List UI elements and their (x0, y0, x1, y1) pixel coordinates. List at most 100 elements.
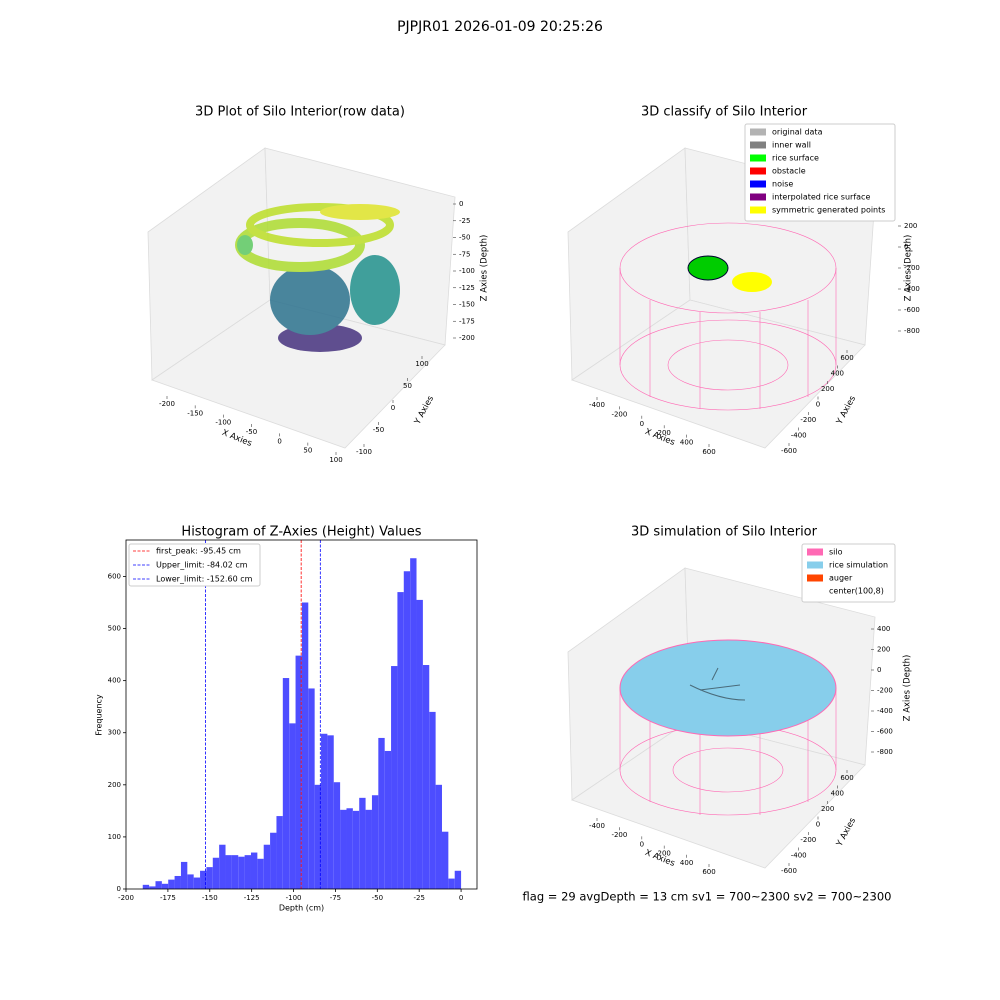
bar (403, 571, 411, 889)
bar (371, 795, 379, 889)
bar (161, 883, 169, 889)
legend-label: center(100,8) (829, 587, 884, 596)
z-tick-label: -25 (459, 217, 470, 225)
y-tick-label: -400 (791, 852, 807, 860)
legend-swatch (750, 167, 766, 175)
y-tick-label: 600 (840, 354, 853, 362)
y-tick-label: 400 (831, 370, 844, 378)
z-axis-label: Z Axies (Depth) (903, 655, 913, 722)
y-tick-label: 0 (391, 404, 395, 412)
y-tick-label: 200 (821, 385, 834, 393)
bar (174, 875, 181, 889)
chart-title: 3D classify of Silo Interior (641, 105, 808, 120)
legend-label: first_peak: -95.45 cm (156, 547, 241, 556)
y-tick-label: 50 (403, 382, 412, 390)
bar (187, 874, 194, 889)
x-tick-label: -50 (246, 428, 257, 436)
y-tick-label: 200 (821, 805, 834, 813)
bar (149, 886, 156, 889)
legend-label: Upper_limit: -84.02 cm (156, 561, 248, 570)
bar (168, 879, 175, 889)
x-tick-label: 600 (702, 448, 715, 456)
x-tick-label: 200 (658, 850, 671, 858)
bar (212, 857, 220, 889)
z-tick-label: -75 (459, 250, 470, 258)
silo-simulation (619, 639, 837, 816)
bar (454, 870, 462, 889)
z-tick-label: -200 (904, 264, 920, 272)
legend-swatch (750, 154, 766, 162)
bar (282, 678, 290, 889)
bar (441, 831, 449, 889)
bar (448, 878, 455, 889)
z-axis-label: Z Axies (Depth) (480, 235, 490, 302)
bar (270, 832, 277, 889)
bar (384, 750, 392, 889)
bar (346, 808, 353, 889)
y-axis-label: Y Axies (834, 394, 858, 427)
x-tick-label: -175 (160, 894, 176, 902)
z-axis-label: Z Axies (Depth) (904, 235, 914, 302)
x-axis-label: Depth (cm) (279, 904, 324, 913)
y-tick-label: 300 (108, 729, 121, 737)
y-tick-label: 100 (108, 833, 121, 841)
x-tick-label: -100 (286, 894, 302, 902)
x-tick-label: 0 (640, 420, 644, 428)
point-cloud (235, 203, 400, 352)
legend-swatch (750, 141, 766, 149)
y-tick-label: 200 (108, 781, 121, 789)
x-tick-label: 600 (702, 868, 715, 876)
x-tick-label: 400 (680, 859, 693, 867)
legend-box (128, 543, 261, 587)
x-tick-label: -75 (330, 894, 341, 902)
legend-label: symmetric generated points (772, 206, 885, 215)
legend-swatch (807, 587, 823, 595)
bar (155, 881, 162, 889)
chart-title: Histogram of Z-Axies (Height) Values (181, 525, 421, 540)
x-tick-label: 200 (658, 429, 671, 437)
bar (219, 844, 226, 889)
x-tick-label: -200 (159, 400, 175, 408)
z-tick-label: 200 (877, 646, 890, 654)
bar (422, 665, 430, 889)
legend-swatch (750, 193, 766, 201)
bar (257, 858, 264, 889)
bar (250, 852, 258, 889)
bar (225, 855, 232, 889)
legend-label: silo (829, 548, 843, 557)
bar (276, 816, 283, 889)
y-tick-label: -50 (373, 426, 384, 434)
legend-label: noise (772, 180, 793, 189)
y-tick-label: 400 (831, 790, 844, 798)
y-tick-label: -200 (800, 836, 816, 844)
bar (397, 592, 404, 889)
legend-swatch (750, 180, 766, 188)
z-tick-label: -200 (459, 334, 475, 342)
bar (231, 855, 239, 889)
bar (333, 782, 341, 889)
y-axis-label: Y Axies (412, 394, 436, 427)
legend-box (744, 123, 896, 222)
bar (352, 810, 360, 889)
z-tick-label: 0 (877, 666, 881, 674)
bar (142, 884, 150, 889)
legend-label: inner wall (772, 141, 811, 150)
y-tick-label: 400 (108, 677, 121, 685)
x-tick-label: -150 (187, 409, 203, 417)
y-axis-label: Y Axies (834, 816, 858, 849)
legend-label: rice surface (772, 154, 819, 163)
x-tick-label: -150 (202, 894, 218, 902)
x-tick-label: 0 (277, 437, 281, 445)
x-tick-label: 100 (329, 456, 342, 464)
y-tick-label: -100 (356, 448, 372, 456)
z-tick-label: 0 (459, 200, 463, 208)
x-tick-label: -200 (611, 410, 627, 418)
legend-label: interpolated rice surface (772, 193, 870, 202)
y-tick-label: -600 (781, 867, 797, 875)
axes-frame (125, 539, 478, 890)
bar (200, 870, 207, 889)
bar (321, 733, 328, 889)
bar (391, 666, 398, 889)
bar (308, 688, 315, 889)
